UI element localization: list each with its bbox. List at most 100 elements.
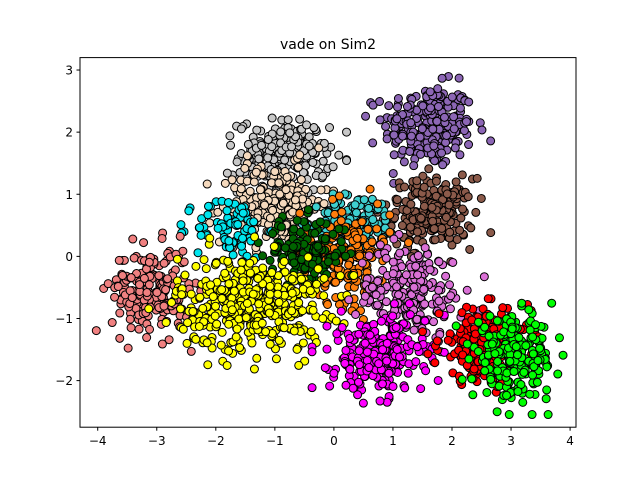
scatter-point: [265, 281, 275, 291]
scatter-point: [118, 270, 128, 280]
scatter-point: [482, 387, 492, 397]
scatter-point: [412, 176, 422, 186]
scatter-point: [509, 367, 519, 377]
scatter-point: [322, 321, 332, 331]
scatter-point: [349, 271, 359, 281]
scatter-point: [251, 167, 261, 177]
scatter-point: [103, 279, 113, 289]
scatter-point: [365, 330, 375, 340]
scatter-point: [457, 308, 467, 318]
scatter-point: [292, 215, 302, 225]
scatter-point: [232, 157, 242, 167]
scatter-point: [186, 346, 196, 356]
scatter-point: [142, 288, 152, 298]
scatter-point: [91, 326, 101, 336]
scatter-point: [319, 291, 329, 301]
scatter-point: [241, 313, 251, 323]
scatter-point: [127, 293, 137, 303]
scatter-point: [107, 318, 117, 328]
scatter-point: [400, 383, 410, 393]
scatter-point: [188, 307, 198, 317]
scatter-point: [429, 317, 439, 327]
scatter-point: [134, 324, 144, 334]
scatter-point: [176, 220, 186, 230]
scatter-point: [260, 200, 270, 210]
scatter-point: [315, 217, 325, 227]
scatter-point: [362, 347, 372, 357]
scatter-point: [238, 276, 248, 286]
scatter-point: [462, 285, 472, 295]
scatter-point: [293, 162, 303, 172]
scatter-point: [276, 222, 286, 232]
plot-area-frame: [79, 57, 577, 428]
scatter-point: [337, 322, 347, 332]
scatter-point: [360, 338, 370, 348]
scatter-point: [330, 251, 340, 261]
scatter-point: [389, 299, 399, 309]
scatter-point: [264, 308, 274, 318]
y-tick-label: 2: [65, 126, 73, 140]
scatter-point: [354, 377, 364, 387]
scatter-point: [342, 127, 352, 137]
scatter-point: [298, 306, 308, 316]
scatter-point: [311, 202, 321, 212]
scatter-point: [331, 277, 341, 287]
scatter-point: [442, 189, 452, 199]
scatter-point: [258, 251, 268, 261]
scatter-point: [167, 297, 177, 307]
scatter-point: [195, 292, 205, 302]
scatter-point: [222, 360, 232, 370]
scatter-point: [533, 355, 543, 365]
scatter-point: [397, 221, 407, 231]
scatter-point: [464, 354, 474, 364]
scatter-point: [486, 136, 496, 146]
scatter-point: [455, 225, 465, 235]
scatter-point: [373, 199, 383, 209]
scatter-point: [442, 130, 452, 140]
scatter-point: [304, 141, 314, 151]
scatter-point: [388, 257, 398, 267]
scatter-point: [381, 253, 391, 263]
scatter-point: [224, 279, 234, 289]
scatter-point: [224, 319, 234, 329]
y-tick-label: 1: [65, 188, 73, 202]
scatter-point: [340, 358, 350, 368]
scatter-point: [282, 172, 292, 182]
scatter-point: [457, 170, 467, 180]
scatter-point: [373, 276, 383, 286]
scatter-point: [480, 366, 490, 376]
scatter-point: [412, 342, 422, 352]
y-tick-label: −1: [55, 312, 73, 326]
scatter-point: [344, 260, 354, 270]
scatter-point: [368, 138, 378, 148]
scatter-point: [528, 349, 538, 359]
scatter-point: [385, 210, 395, 220]
scatter-point: [419, 201, 429, 211]
scatter-point: [184, 206, 194, 216]
scatter-point: [307, 347, 317, 357]
scatter-point: [278, 198, 288, 208]
scatter-point: [320, 234, 330, 244]
scatter-point: [384, 368, 394, 378]
scatter-point: [175, 231, 185, 241]
scatter-point: [202, 338, 212, 348]
scatter-point: [477, 125, 487, 135]
scatter-point: [261, 327, 271, 337]
scatter-point: [236, 184, 246, 194]
scatter-point: [267, 268, 277, 278]
scatter-point: [558, 350, 568, 360]
scatter-point: [492, 407, 502, 417]
scatter-point: [254, 154, 264, 164]
scatter-point: [473, 346, 483, 356]
scatter-point: [213, 207, 223, 217]
scatter-point: [142, 333, 152, 343]
scatter-point: [417, 124, 427, 134]
scatter-point: [336, 216, 346, 226]
scatter-point: [354, 360, 364, 370]
x-tick-label: −3: [148, 434, 166, 448]
scatter-point: [393, 102, 403, 112]
scatter-point: [398, 131, 408, 141]
scatter-point: [418, 171, 428, 181]
scatter-point: [364, 251, 374, 261]
scatter-point: [400, 182, 410, 192]
